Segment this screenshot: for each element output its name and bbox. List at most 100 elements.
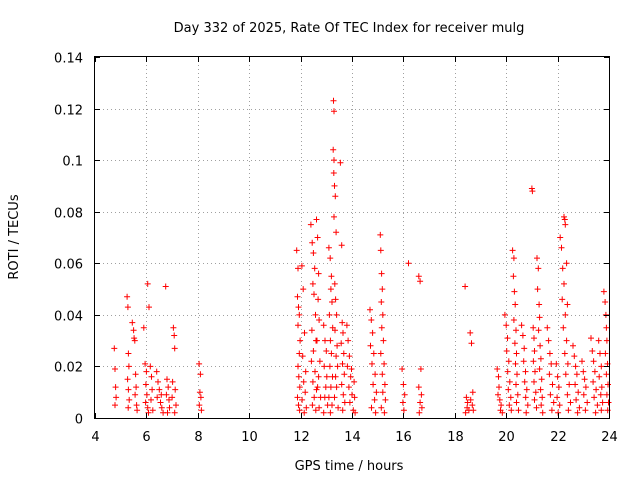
data-point: [370, 350, 377, 357]
data-point: [559, 265, 566, 272]
data-point: [514, 391, 521, 398]
data-point: [125, 350, 132, 357]
data-point: [295, 373, 302, 380]
data-point: [112, 366, 118, 372]
data-point: [582, 384, 589, 391]
data-point: [329, 299, 335, 305]
data-point: [581, 376, 588, 383]
data-point: [334, 342, 341, 349]
data-point: [418, 404, 425, 411]
data-point: [470, 407, 477, 414]
data-point: [129, 319, 136, 326]
data-point: [349, 391, 355, 398]
data-point: [511, 288, 518, 295]
data-point: [495, 373, 502, 380]
data-point: [327, 255, 334, 262]
data-point: [298, 262, 305, 269]
data-point: [166, 396, 172, 403]
data-point: [340, 350, 347, 357]
data-point: [197, 394, 204, 401]
data-point: [514, 371, 520, 378]
data-point: [132, 391, 139, 398]
data-point: [463, 394, 470, 401]
data-point: [145, 409, 152, 416]
data-point: [382, 396, 389, 403]
data-point: [498, 402, 505, 409]
data-point: [351, 394, 358, 401]
data-point: [338, 381, 345, 388]
data-point: [125, 386, 132, 393]
data-point: [164, 409, 171, 416]
data-point: [124, 293, 131, 300]
data-point: [325, 244, 332, 251]
data-point: [379, 371, 386, 378]
data-point: [562, 371, 569, 378]
data-point: [467, 329, 474, 336]
data-point: [328, 273, 335, 280]
data-point: [532, 368, 538, 375]
data-point: [513, 327, 519, 334]
data-point: [371, 396, 378, 403]
data-point: [165, 384, 172, 391]
data-point: [501, 311, 508, 318]
data-point: [124, 304, 131, 311]
data-point: [313, 216, 320, 223]
data-point: [598, 384, 605, 391]
data-point: [348, 366, 355, 372]
data-point: [415, 273, 422, 280]
data-point: [600, 288, 607, 295]
data-point: [574, 409, 581, 416]
data-point: [570, 342, 576, 349]
data-point: [505, 358, 512, 365]
data-point: [591, 394, 598, 401]
data-point: [566, 381, 573, 388]
data-point: [133, 384, 140, 391]
chart-title: Day 332 of 2025, Rate Of TEC Index for r…: [174, 21, 525, 36]
data-point: [346, 353, 353, 360]
data-point: [499, 409, 506, 416]
data-point: [563, 337, 570, 344]
data-point: [143, 391, 150, 398]
data-point: [320, 409, 327, 416]
data-point: [521, 378, 528, 385]
data-point: [157, 399, 164, 406]
data-point: [327, 286, 334, 293]
data-point: [339, 319, 346, 326]
data-point: [330, 97, 337, 104]
data-point: [309, 378, 316, 385]
data-point: [347, 373, 354, 380]
data-point: [370, 381, 377, 388]
data-point: [539, 394, 546, 401]
data-point: [597, 391, 604, 398]
data-point: [368, 404, 375, 411]
data-point: [309, 402, 316, 409]
data-point: [325, 394, 332, 401]
data-point: [503, 322, 510, 329]
data-point: [513, 350, 520, 357]
data-point: [330, 146, 337, 153]
x-tick-label: 22: [550, 430, 567, 445]
data-point: [373, 389, 380, 396]
data-point: [156, 386, 163, 393]
data-point: [171, 345, 178, 352]
data-point: [563, 260, 570, 267]
data-point: [146, 304, 152, 311]
data-point: [399, 399, 406, 406]
plot-frame: [94, 56, 610, 419]
data-point: [296, 350, 303, 357]
data-point: [351, 378, 358, 385]
data-point: [328, 350, 335, 357]
data-point: [333, 229, 340, 236]
data-point: [467, 396, 474, 403]
data-point: [327, 337, 334, 344]
y-tick-label: 0.02: [54, 361, 83, 376]
data-point: [326, 311, 333, 318]
data-point: [125, 363, 132, 370]
data-point: [323, 348, 330, 354]
data-point: [377, 247, 384, 254]
data-point: [144, 280, 151, 287]
x-tick-label: 12: [293, 430, 310, 445]
data-point: [131, 337, 138, 344]
data-point: [339, 407, 346, 414]
data-point: [339, 360, 346, 367]
